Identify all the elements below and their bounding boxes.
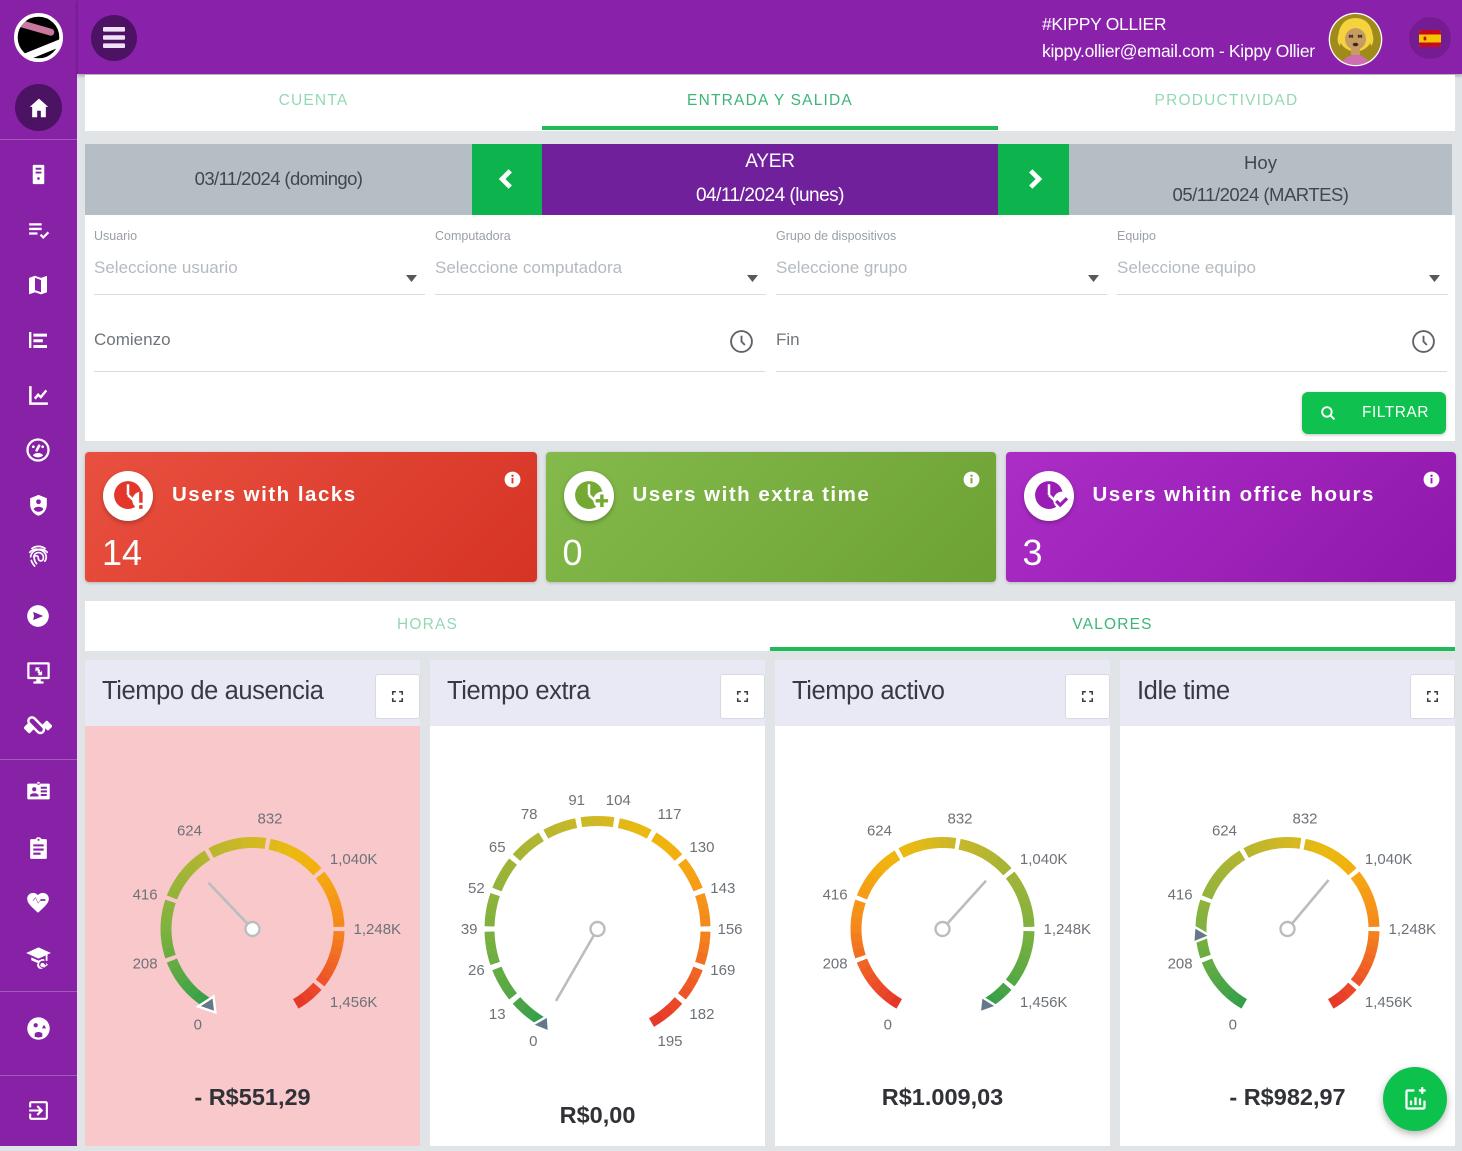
svg-text:0: 0 xyxy=(884,1017,892,1034)
svg-text:1,248K: 1,248K xyxy=(1389,921,1437,938)
svg-text:117: 117 xyxy=(658,806,682,823)
svg-text:143: 143 xyxy=(710,880,735,897)
svg-text:169: 169 xyxy=(710,962,735,979)
svg-text:1,040K: 1,040K xyxy=(1020,851,1068,868)
svg-text:78: 78 xyxy=(521,806,538,823)
svg-text:1,456K: 1,456K xyxy=(1365,994,1413,1011)
svg-text:1,248K: 1,248K xyxy=(354,921,402,938)
svg-text:1,040K: 1,040K xyxy=(330,851,378,868)
svg-text:208: 208 xyxy=(133,956,158,973)
svg-text:26: 26 xyxy=(468,962,485,979)
svg-text:65: 65 xyxy=(489,839,506,856)
svg-text:156: 156 xyxy=(718,921,743,938)
svg-text:195: 195 xyxy=(658,1033,683,1050)
svg-text:416: 416 xyxy=(1168,887,1193,904)
svg-text:1,456K: 1,456K xyxy=(1020,994,1068,1011)
svg-text:182: 182 xyxy=(689,1006,714,1023)
svg-text:208: 208 xyxy=(1168,956,1193,973)
svg-text:624: 624 xyxy=(1212,823,1237,840)
svg-text:416: 416 xyxy=(823,887,848,904)
svg-text:91: 91 xyxy=(568,792,585,809)
svg-text:104: 104 xyxy=(606,792,631,809)
svg-text:832: 832 xyxy=(1292,811,1317,828)
svg-text:0: 0 xyxy=(194,1017,202,1034)
svg-text:1,248K: 1,248K xyxy=(1044,921,1092,938)
svg-text:0: 0 xyxy=(1229,1017,1237,1034)
svg-text:1,456K: 1,456K xyxy=(330,994,378,1011)
svg-text:416: 416 xyxy=(133,887,158,904)
svg-text:0: 0 xyxy=(529,1033,537,1050)
svg-text:1,040K: 1,040K xyxy=(1365,851,1413,868)
svg-text:832: 832 xyxy=(947,811,972,828)
svg-text:624: 624 xyxy=(177,823,202,840)
svg-text:13: 13 xyxy=(489,1006,506,1023)
svg-text:832: 832 xyxy=(257,811,282,828)
svg-text:52: 52 xyxy=(468,880,485,897)
svg-text:624: 624 xyxy=(867,823,892,840)
svg-text:208: 208 xyxy=(823,956,848,973)
svg-text:39: 39 xyxy=(461,921,478,938)
svg-text:130: 130 xyxy=(689,839,714,856)
